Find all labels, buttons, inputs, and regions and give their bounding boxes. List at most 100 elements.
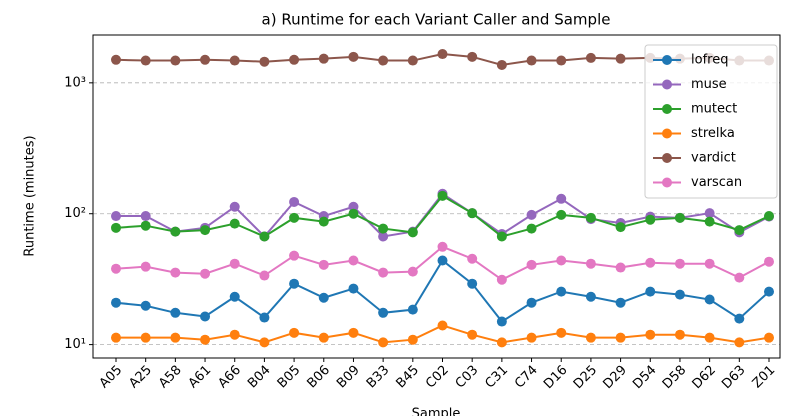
- data-point: [407, 227, 418, 238]
- plot-frame: [92, 34, 781, 359]
- legend-swatch: [662, 55, 672, 65]
- data-point: [229, 201, 240, 212]
- data-point: [556, 286, 567, 297]
- data-point: [289, 212, 300, 223]
- data-point: [674, 258, 685, 269]
- x-tick-label: C74: [512, 363, 541, 392]
- data-point: [378, 55, 389, 66]
- data-point: [496, 231, 507, 242]
- x-axis-label: Sample: [412, 407, 461, 416]
- x-tick-label: B45: [394, 363, 423, 392]
- x-tick-label: C03: [453, 363, 482, 392]
- data-point: [140, 261, 151, 272]
- data-point: [526, 55, 537, 66]
- data-point: [200, 225, 211, 236]
- data-point: [467, 278, 478, 289]
- chart-title: a) Runtime for each Variant Caller and S…: [262, 11, 611, 29]
- data-point: [229, 329, 240, 340]
- x-tick-label: D62: [690, 363, 719, 392]
- data-point: [704, 258, 715, 269]
- data-point: [200, 311, 211, 322]
- data-point: [674, 329, 685, 340]
- data-point: [318, 259, 329, 270]
- data-point: [111, 211, 121, 222]
- data-point: [645, 329, 656, 340]
- data-point: [407, 334, 418, 345]
- data-point: [378, 231, 389, 242]
- data-point: [556, 255, 567, 266]
- data-point: [378, 223, 389, 234]
- x-tick-label: C31: [482, 363, 511, 392]
- y-axis-label: Runtime (minutes): [23, 135, 38, 256]
- legend-swatch: [662, 79, 672, 90]
- data-point: [437, 241, 448, 252]
- data-point: [378, 337, 389, 348]
- data-point: [764, 286, 774, 297]
- y-tick-label: 10³: [64, 75, 86, 90]
- data-point: [140, 300, 151, 311]
- data-point: [585, 212, 596, 223]
- data-point: [407, 304, 418, 315]
- data-point: [289, 196, 300, 207]
- data-point: [764, 211, 774, 222]
- x-tick-label: D54: [630, 363, 659, 392]
- x-tick-label: D63: [719, 363, 748, 392]
- data-point: [259, 231, 270, 242]
- data-point: [318, 53, 329, 64]
- data-point: [229, 291, 240, 302]
- data-point: [645, 214, 656, 225]
- data-point: [704, 208, 715, 219]
- data-point: [437, 255, 448, 266]
- data-point: [229, 218, 240, 229]
- data-point: [734, 225, 745, 236]
- x-tick-label: D25: [571, 363, 600, 392]
- x-tick-label: Z01: [750, 363, 779, 392]
- data-point: [289, 327, 300, 338]
- data-point: [526, 223, 537, 234]
- data-point: [496, 59, 507, 70]
- data-point: [318, 292, 329, 303]
- legend-swatch: [662, 128, 672, 139]
- data-point: [407, 266, 418, 277]
- data-point: [170, 267, 181, 278]
- data-point: [170, 226, 181, 237]
- data-point: [704, 216, 715, 227]
- data-point: [318, 216, 329, 227]
- x-tick-label: B04: [245, 363, 274, 392]
- data-point: [348, 327, 359, 338]
- legend-swatch: [662, 153, 672, 163]
- data-point: [111, 263, 121, 274]
- legend-label: lofreq: [691, 53, 728, 68]
- data-point: [704, 332, 715, 343]
- data-point: [615, 53, 626, 64]
- data-point: [229, 258, 240, 269]
- data-point: [764, 256, 774, 267]
- data-point: [467, 208, 478, 219]
- x-tick-label: D58: [660, 363, 689, 392]
- legend-label: vardict: [691, 151, 736, 166]
- data-point: [200, 268, 211, 279]
- data-point: [140, 55, 151, 66]
- y-tick-label: 10¹: [64, 337, 86, 352]
- data-point: [111, 222, 121, 233]
- data-point: [467, 253, 478, 264]
- data-point: [526, 332, 537, 343]
- data-point: [645, 257, 656, 268]
- data-point: [259, 56, 270, 67]
- data-point: [556, 55, 567, 66]
- data-point: [348, 255, 359, 266]
- data-point: [674, 289, 685, 300]
- data-point: [289, 278, 300, 289]
- data-point: [615, 222, 626, 233]
- legend-swatch: [662, 104, 672, 114]
- data-point: [259, 312, 270, 323]
- data-point: [437, 190, 448, 201]
- data-point: [259, 337, 270, 348]
- legend-box: [644, 44, 778, 199]
- data-point: [289, 250, 300, 261]
- data-point: [556, 193, 567, 204]
- data-point: [615, 262, 626, 273]
- data-point: [704, 294, 715, 305]
